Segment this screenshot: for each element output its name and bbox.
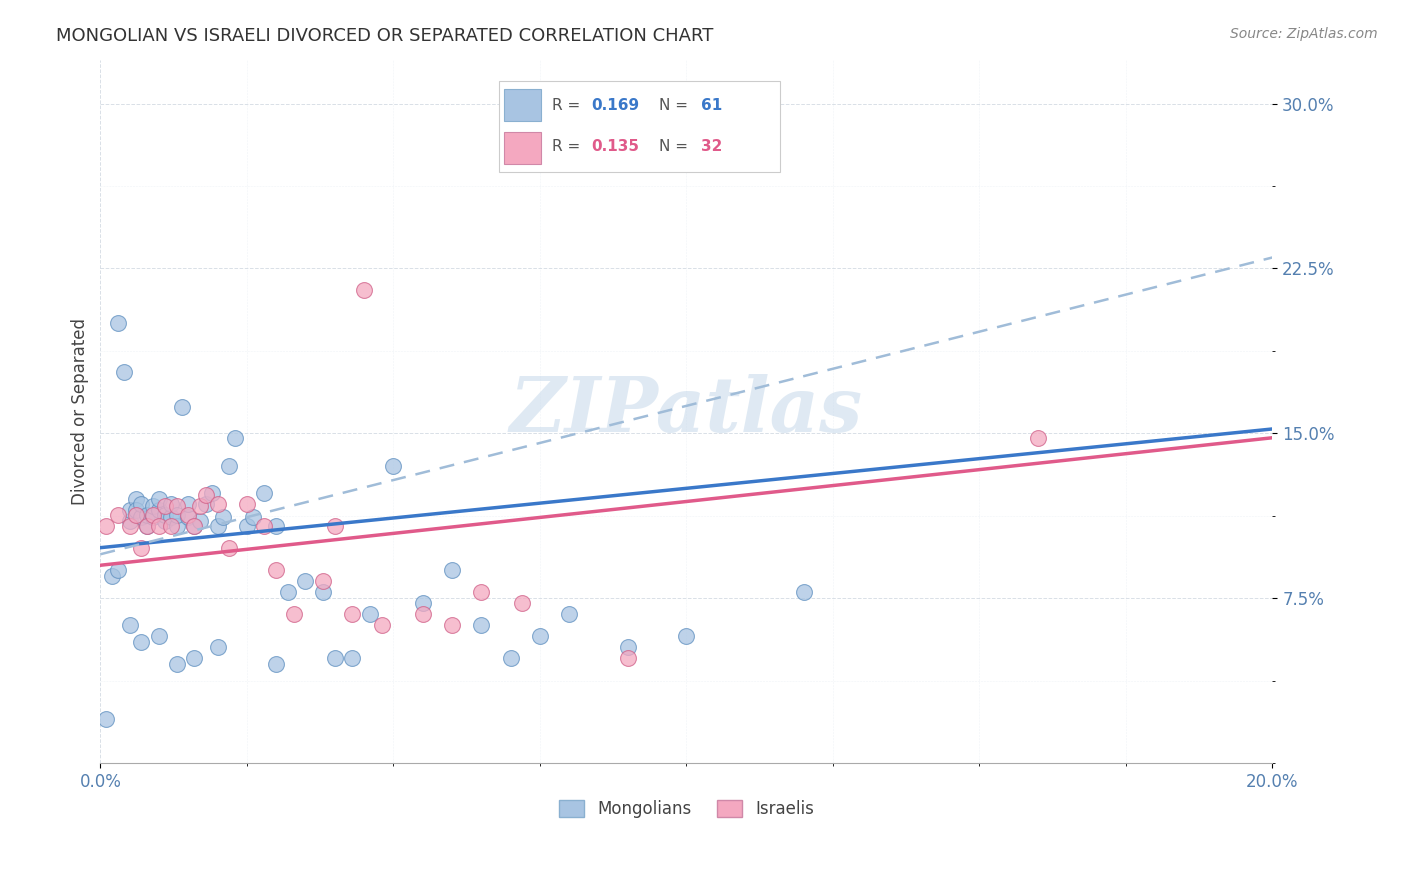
Point xyxy=(558,607,581,621)
Point xyxy=(312,574,335,588)
Point xyxy=(188,499,211,513)
Point xyxy=(107,508,129,522)
Point xyxy=(183,518,205,533)
Point xyxy=(342,650,364,665)
Point xyxy=(148,629,170,643)
Point xyxy=(470,617,492,632)
Point xyxy=(183,518,205,533)
Point xyxy=(159,497,181,511)
Point xyxy=(675,629,697,643)
Point xyxy=(172,400,194,414)
Point xyxy=(124,492,146,507)
Point xyxy=(440,563,463,577)
Point xyxy=(440,617,463,632)
Point xyxy=(207,497,229,511)
Text: MONGOLIAN VS ISRAELI DIVORCED OR SEPARATED CORRELATION CHART: MONGOLIAN VS ISRAELI DIVORCED OR SEPARAT… xyxy=(56,27,714,45)
Point xyxy=(177,509,200,524)
Point xyxy=(118,617,141,632)
Point xyxy=(96,712,118,726)
Point xyxy=(96,518,118,533)
Point xyxy=(207,640,229,654)
Point xyxy=(236,497,259,511)
Point xyxy=(342,607,364,621)
Point xyxy=(153,499,176,513)
Point xyxy=(312,584,335,599)
Point xyxy=(277,584,299,599)
Point xyxy=(118,518,141,533)
Point xyxy=(124,503,146,517)
Point xyxy=(412,596,434,610)
Point xyxy=(166,508,188,522)
Point xyxy=(499,650,522,665)
Point xyxy=(107,317,129,331)
Point xyxy=(136,518,159,533)
Point xyxy=(131,541,153,555)
Point xyxy=(142,508,165,522)
Point xyxy=(107,563,129,577)
Point xyxy=(101,569,124,583)
Point xyxy=(131,635,153,649)
Point xyxy=(183,650,205,665)
Legend: Mongolians, Israelis: Mongolians, Israelis xyxy=(553,794,821,825)
Point xyxy=(118,514,141,528)
Point xyxy=(201,485,224,500)
Point xyxy=(153,508,176,522)
Point xyxy=(131,497,153,511)
Point xyxy=(177,508,200,522)
Point xyxy=(142,499,165,513)
Point xyxy=(148,518,170,533)
Point xyxy=(207,518,229,533)
Point xyxy=(218,541,240,555)
Point xyxy=(793,584,815,599)
Point xyxy=(1026,431,1049,445)
Point xyxy=(359,607,381,621)
Point xyxy=(224,431,246,445)
Point xyxy=(323,518,346,533)
Point xyxy=(166,518,188,533)
Point xyxy=(194,497,217,511)
Point xyxy=(148,492,170,507)
Point xyxy=(242,509,264,524)
Point xyxy=(264,657,287,672)
Point xyxy=(264,563,287,577)
Point xyxy=(616,650,638,665)
Point xyxy=(148,503,170,517)
Point xyxy=(188,514,211,528)
Point xyxy=(529,629,551,643)
Point xyxy=(153,514,176,528)
Point xyxy=(142,509,165,524)
Point xyxy=(136,508,159,522)
Point xyxy=(212,509,235,524)
Point xyxy=(218,459,240,474)
Point xyxy=(353,284,375,298)
Point xyxy=(323,650,346,665)
Point xyxy=(236,518,259,533)
Point xyxy=(412,607,434,621)
Point xyxy=(166,499,188,513)
Point xyxy=(470,584,492,599)
Point xyxy=(166,657,188,672)
Point xyxy=(159,518,181,533)
Point xyxy=(253,485,276,500)
Point xyxy=(253,518,276,533)
Point xyxy=(283,607,305,621)
Text: Source: ZipAtlas.com: Source: ZipAtlas.com xyxy=(1230,27,1378,41)
Point xyxy=(294,574,316,588)
Point xyxy=(510,596,533,610)
Y-axis label: Divorced or Separated: Divorced or Separated xyxy=(72,318,89,505)
Point xyxy=(264,518,287,533)
Point xyxy=(194,488,217,502)
Point xyxy=(370,617,392,632)
Point xyxy=(177,497,200,511)
Point xyxy=(382,459,405,474)
Text: ZIPatlas: ZIPatlas xyxy=(510,375,863,449)
Point xyxy=(159,509,181,524)
Point xyxy=(112,365,135,379)
Point xyxy=(118,503,141,517)
Point xyxy=(136,518,159,533)
Point xyxy=(124,508,146,522)
Point xyxy=(616,640,638,654)
Point xyxy=(131,509,153,524)
